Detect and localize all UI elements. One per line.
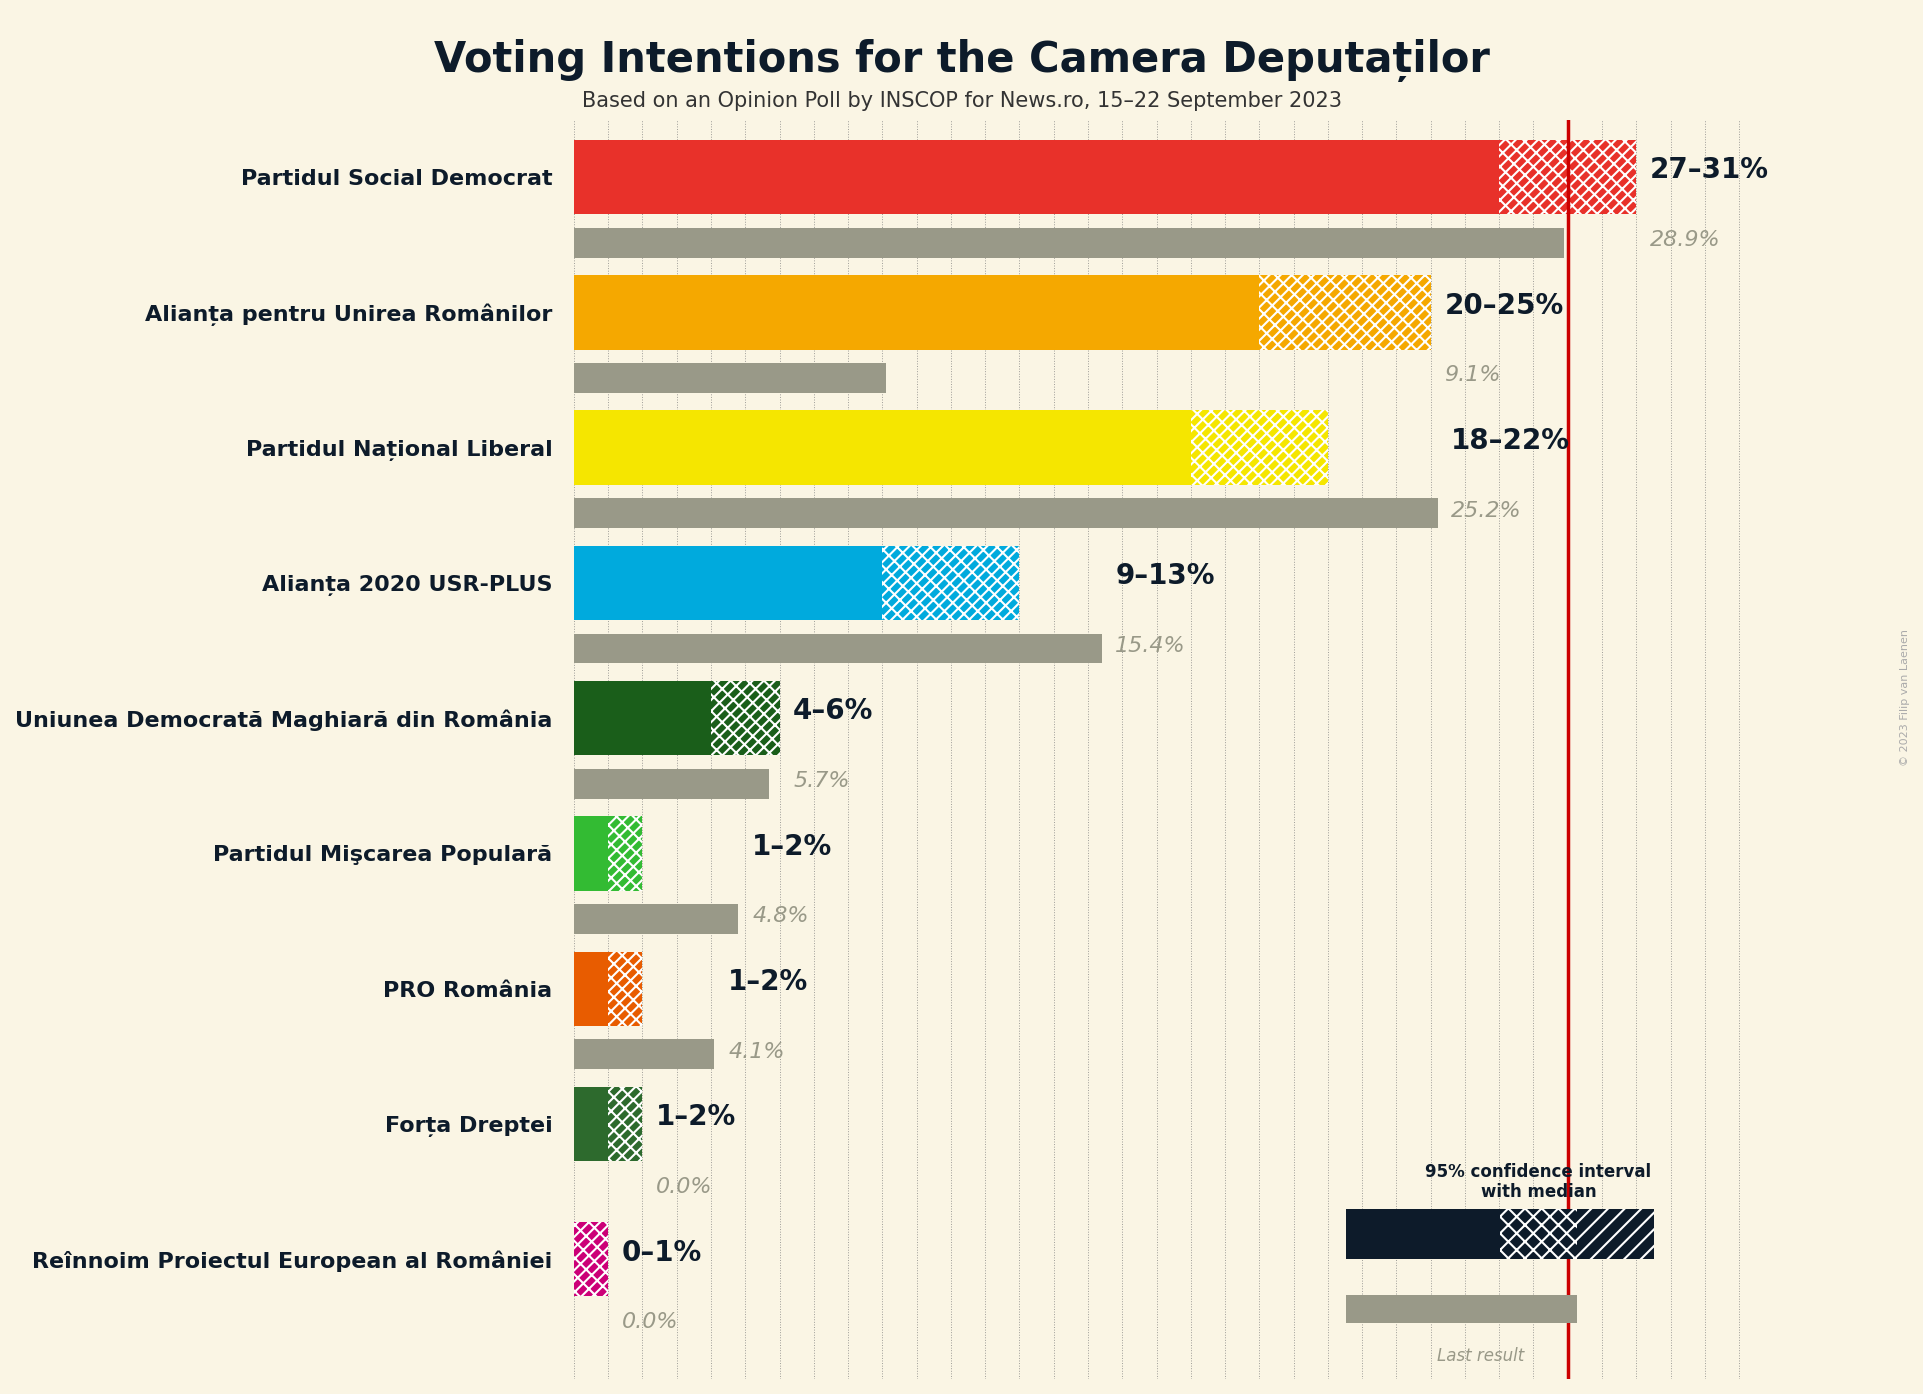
Bar <box>573 1223 608 1296</box>
Bar <box>573 769 769 799</box>
Bar <box>573 227 1563 258</box>
Bar <box>1260 275 1431 350</box>
Bar <box>883 545 1019 620</box>
Bar <box>573 952 608 1026</box>
Bar <box>573 680 712 756</box>
Bar <box>608 1087 642 1161</box>
Text: 1–2%: 1–2% <box>729 967 808 995</box>
Bar <box>573 817 608 891</box>
Text: 1–2%: 1–2% <box>656 1103 737 1132</box>
Bar <box>1577 1209 1654 1259</box>
Text: Voting Intentions for the Camera Deputaților: Voting Intentions for the Camera Deputaț… <box>433 39 1490 82</box>
Bar <box>1346 1209 1500 1259</box>
Text: 9–13%: 9–13% <box>1115 562 1215 590</box>
Bar <box>573 362 887 393</box>
Text: 95% confidence interval
with median: 95% confidence interval with median <box>1425 1163 1652 1202</box>
Bar <box>573 498 1438 528</box>
Bar <box>608 952 642 1026</box>
Bar <box>573 905 738 934</box>
Bar <box>1500 139 1636 215</box>
Bar <box>573 275 1260 350</box>
Bar <box>712 680 779 756</box>
Text: 18–22%: 18–22% <box>1452 427 1571 454</box>
Text: 4.1%: 4.1% <box>729 1041 785 1062</box>
Bar <box>608 817 642 891</box>
Text: 27–31%: 27–31% <box>1650 156 1769 184</box>
Bar <box>573 1040 715 1069</box>
Text: 9.1%: 9.1% <box>1444 365 1500 385</box>
Text: 25.2%: 25.2% <box>1452 500 1521 520</box>
Bar <box>1346 1295 1577 1323</box>
Text: 5.7%: 5.7% <box>794 771 850 790</box>
Text: 1–2%: 1–2% <box>752 832 833 860</box>
Text: 4.8%: 4.8% <box>752 906 808 927</box>
Bar <box>1500 1209 1577 1259</box>
Text: Based on an Opinion Poll by INSCOP for News.ro, 15–22 September 2023: Based on an Opinion Poll by INSCOP for N… <box>581 91 1342 110</box>
Text: 15.4%: 15.4% <box>1115 636 1186 655</box>
Bar <box>1190 410 1329 485</box>
Bar <box>573 634 1102 664</box>
Text: © 2023 Filip van Laenen: © 2023 Filip van Laenen <box>1900 629 1910 765</box>
Text: 20–25%: 20–25% <box>1444 291 1563 319</box>
Text: 0.0%: 0.0% <box>656 1177 713 1197</box>
Text: 0.0%: 0.0% <box>621 1312 679 1333</box>
Text: 28.9%: 28.9% <box>1650 230 1721 250</box>
Bar <box>573 545 883 620</box>
Text: Last result: Last result <box>1436 1347 1525 1365</box>
Text: 0–1%: 0–1% <box>621 1238 702 1267</box>
Bar <box>573 139 1500 215</box>
Bar <box>573 410 1190 485</box>
Text: 4–6%: 4–6% <box>794 697 873 725</box>
Bar <box>573 1087 608 1161</box>
